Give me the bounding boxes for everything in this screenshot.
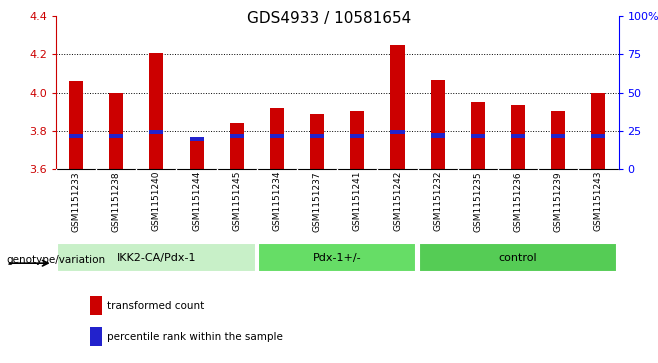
FancyBboxPatch shape <box>57 243 256 272</box>
Bar <box>592 134 605 139</box>
Bar <box>390 130 405 134</box>
Bar <box>592 93 605 169</box>
Bar <box>310 134 324 139</box>
FancyBboxPatch shape <box>258 243 417 272</box>
Bar <box>471 134 485 139</box>
Bar <box>149 53 163 169</box>
Text: GSM1151244: GSM1151244 <box>192 171 201 231</box>
Text: GSM1151239: GSM1151239 <box>554 171 563 232</box>
Bar <box>471 102 485 169</box>
Text: IKK2-CA/Pdx-1: IKK2-CA/Pdx-1 <box>116 253 196 263</box>
Bar <box>430 133 445 138</box>
Text: GSM1151240: GSM1151240 <box>152 171 161 232</box>
Bar <box>350 134 365 139</box>
Bar <box>310 114 324 169</box>
Bar <box>69 134 83 139</box>
Text: GSM1151243: GSM1151243 <box>594 171 603 232</box>
Bar <box>430 80 445 169</box>
Text: GSM1151242: GSM1151242 <box>393 171 402 231</box>
Text: GSM1151232: GSM1151232 <box>433 171 442 232</box>
Text: transformed count: transformed count <box>107 301 204 311</box>
Bar <box>190 137 203 141</box>
Bar <box>190 139 203 169</box>
Bar <box>230 123 244 169</box>
Text: control: control <box>499 253 538 263</box>
Bar <box>149 130 163 134</box>
Bar <box>551 111 565 169</box>
Bar <box>390 45 405 169</box>
Text: Pdx-1+/-: Pdx-1+/- <box>313 253 361 263</box>
Bar <box>551 134 565 139</box>
Bar <box>109 134 123 139</box>
FancyBboxPatch shape <box>418 243 617 272</box>
Text: GSM1151241: GSM1151241 <box>353 171 362 232</box>
Text: GSM1151235: GSM1151235 <box>473 171 482 232</box>
Text: GSM1151233: GSM1151233 <box>72 171 80 232</box>
Bar <box>511 134 525 139</box>
Bar <box>270 108 284 169</box>
Bar <box>511 105 525 169</box>
Text: GSM1151237: GSM1151237 <box>313 171 322 232</box>
Text: percentile rank within the sample: percentile rank within the sample <box>107 331 282 342</box>
Text: GDS4933 / 10581654: GDS4933 / 10581654 <box>247 11 411 26</box>
Text: GSM1151245: GSM1151245 <box>232 171 241 232</box>
Bar <box>89 327 102 346</box>
Text: GSM1151236: GSM1151236 <box>513 171 522 232</box>
Bar <box>89 296 102 315</box>
Bar <box>270 134 284 139</box>
Bar <box>350 111 365 169</box>
Bar <box>230 134 244 139</box>
Bar <box>109 93 123 169</box>
Text: GSM1151234: GSM1151234 <box>272 171 282 232</box>
Bar <box>69 81 83 169</box>
Text: GSM1151238: GSM1151238 <box>112 171 120 232</box>
Text: genotype/variation: genotype/variation <box>7 254 106 265</box>
